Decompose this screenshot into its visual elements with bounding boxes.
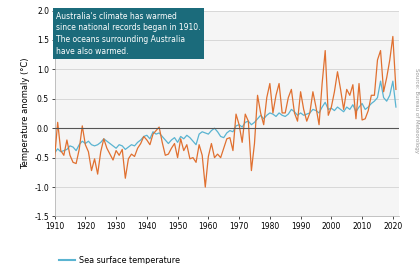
Text: Source: Bureau of Meteorology: Source: Bureau of Meteorology xyxy=(414,68,419,153)
Y-axis label: Temperature anomaly (°C): Temperature anomaly (°C) xyxy=(21,58,30,169)
Legend: Sea surface temperature, Australian surface air temperature: Sea surface temperature, Australian surf… xyxy=(59,256,218,264)
Text: Australia's climate has warmed
since national records began in 1910.
The oceans : Australia's climate has warmed since nat… xyxy=(56,12,201,56)
